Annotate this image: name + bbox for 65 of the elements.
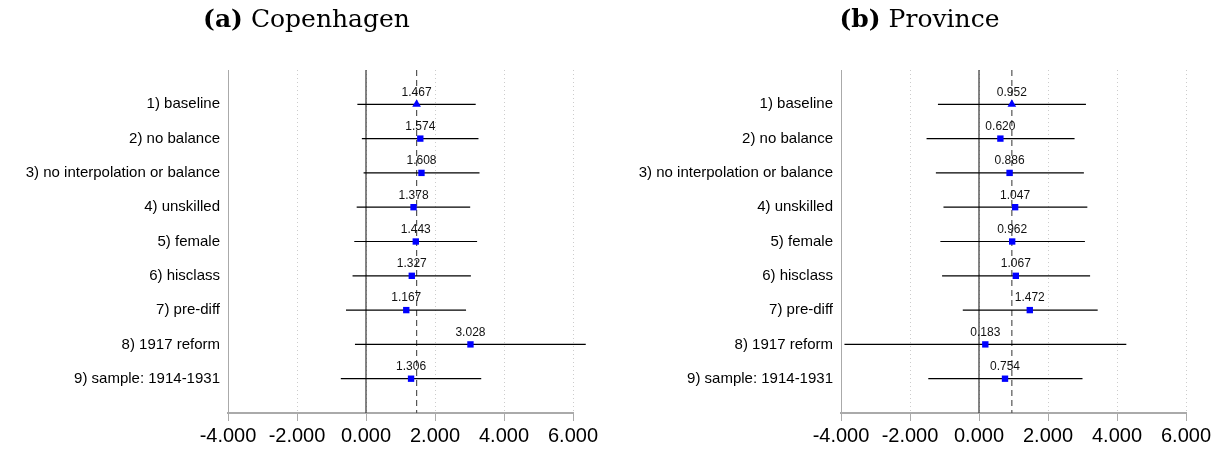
- y-tick-label: 6) hisclass: [149, 265, 220, 283]
- x-tick-label: 6.000: [547, 423, 599, 446]
- x-tick-label: 0.000: [953, 423, 1005, 446]
- data-label: 0.952: [996, 84, 1028, 99]
- point: [412, 99, 421, 107]
- x-tick-label: 6.000: [1160, 423, 1212, 446]
- point: [418, 169, 425, 177]
- point: [403, 306, 410, 314]
- data-label: 1.306: [396, 359, 427, 374]
- point: [982, 341, 989, 348]
- point: [412, 238, 419, 245]
- point: [417, 135, 424, 142]
- x-tick-label: 2.000: [409, 423, 461, 446]
- data-label: 1.574: [405, 118, 436, 133]
- y-tick-label: 8) 1917 reform: [121, 334, 220, 352]
- y-tick-label: 1) baseline: [146, 94, 220, 112]
- y-tick-label: 9) sample: 1914-1931: [687, 368, 833, 386]
- y-tick-label: 6) hisclass: [762, 265, 833, 283]
- y-tick-label: 1) baseline: [759, 94, 833, 112]
- point: [1006, 169, 1013, 177]
- x-tick-label: -2.000: [268, 423, 326, 446]
- point: [410, 204, 417, 211]
- y-tick-label: 2) no balance: [742, 128, 833, 146]
- y-tick-label: 4) unskilled: [144, 197, 220, 215]
- x-tick-label: 2.000: [1022, 423, 1074, 446]
- y-tick-label: 2) no balance: [129, 128, 220, 146]
- data-label: 1.608: [406, 153, 437, 168]
- y-tick-label: 5) female: [157, 231, 220, 249]
- y-tick-label: 5) female: [770, 231, 833, 249]
- x-tick-label: -2.000: [881, 423, 939, 446]
- data-label: 1.067: [1000, 256, 1032, 271]
- x-tick-label: 0.000: [340, 423, 392, 446]
- chart-title: (b) Province: [839, 4, 1000, 33]
- data-label: 0.620: [985, 118, 1016, 133]
- point: [1009, 238, 1016, 245]
- data-label: 1.047: [1000, 187, 1031, 202]
- data-label: 1.167: [391, 290, 422, 305]
- data-label: 1.327: [396, 256, 428, 271]
- chart-title: (a) Copenhagen: [203, 4, 410, 33]
- y-tick-label: 3) no interpolation or balance: [638, 163, 833, 181]
- point: [467, 341, 474, 348]
- point: [1007, 99, 1017, 107]
- data-label: 0.962: [997, 221, 1028, 236]
- x-tick-label: 4.000: [1091, 423, 1143, 446]
- x-tick-label: 4.000: [478, 423, 530, 446]
- y-tick-label: 7) pre-diff: [156, 300, 221, 318]
- data-label: 0.754: [990, 359, 1021, 374]
- data-label: 0.183: [970, 324, 1001, 339]
- y-tick-label: 3) no interpolation or balance: [25, 163, 220, 181]
- point: [1012, 272, 1019, 279]
- x-tick-label: -4.000: [812, 423, 870, 446]
- data-label: 1.378: [398, 187, 429, 202]
- data-label: 3.028: [455, 324, 486, 339]
- y-tick-label: 4) unskilled: [757, 197, 833, 215]
- point: [1011, 204, 1019, 211]
- y-tick-label: 8) 1917 reform: [734, 334, 833, 352]
- data-label: 1.443: [400, 221, 432, 236]
- data-label: 0.886: [994, 153, 1025, 168]
- point: [997, 135, 1004, 142]
- x-tick-label: -4.000: [199, 423, 257, 446]
- y-tick-label: 9) sample: 1914-1931: [74, 368, 220, 386]
- data-label: 1.472: [1014, 290, 1046, 305]
- point: [408, 272, 415, 279]
- y-tick-label: 7) pre-diff: [769, 300, 834, 318]
- data-label: 1.467: [401, 84, 432, 99]
